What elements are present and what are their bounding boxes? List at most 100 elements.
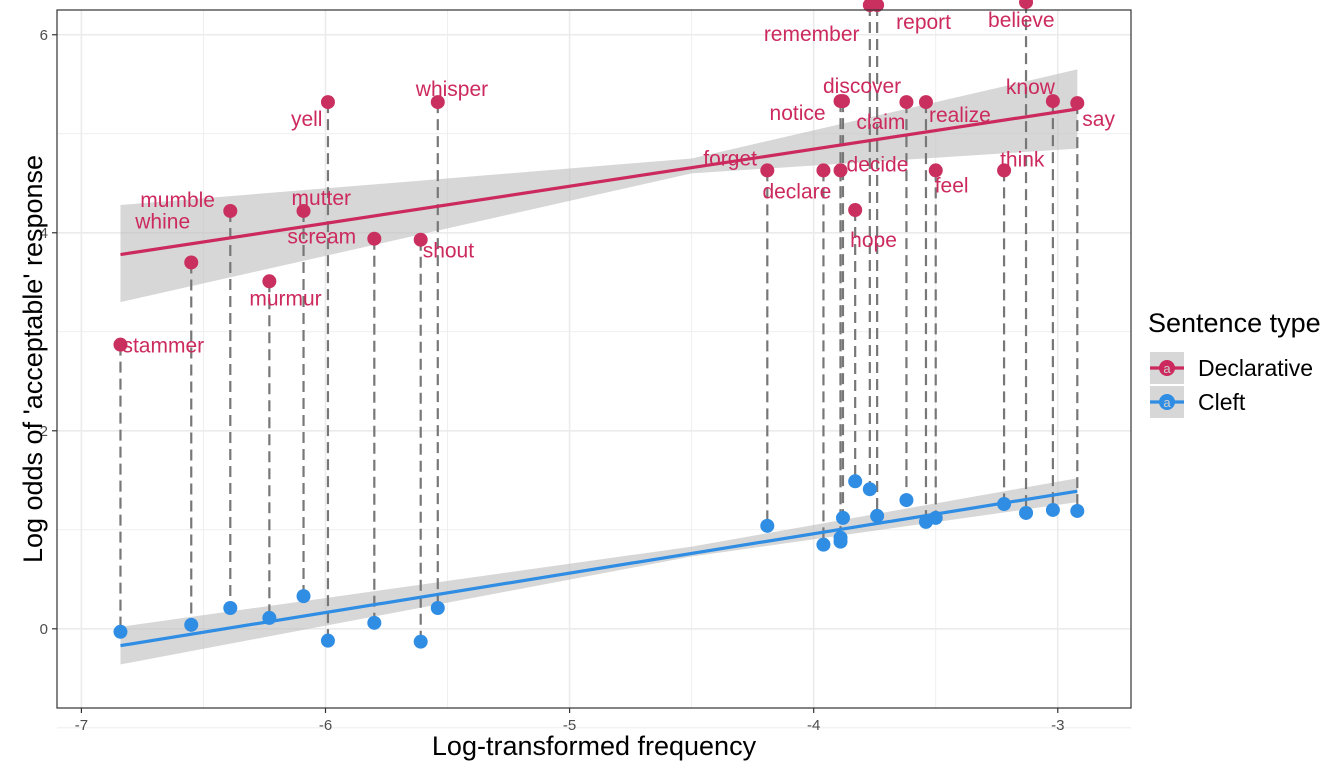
point-cleft-whine	[184, 617, 199, 632]
y-tick-label: 2	[40, 423, 48, 440]
point-declarative-say	[1070, 96, 1085, 111]
point-cleft-murmur	[262, 610, 277, 625]
point-declarative-realize	[918, 95, 933, 110]
x-tick-label: -7	[75, 717, 88, 734]
point-cleft-feel	[928, 510, 943, 525]
point-declarative-feel	[928, 163, 943, 178]
x-tick-label: -4	[807, 717, 820, 734]
y-tick-label: 4	[40, 225, 48, 242]
word-label-report: report	[896, 11, 951, 34]
point-declarative-whisper	[430, 95, 445, 110]
word-label-decide: decide	[847, 153, 909, 176]
data-points	[113, 0, 1085, 649]
y-axis-title: Log odds of 'acceptable' response	[18, 155, 48, 563]
word-label-remember: remember	[764, 23, 860, 46]
word-label-whisper: whisper	[415, 78, 488, 101]
point-declarative-mutter	[296, 203, 311, 218]
word-label-say: say	[1082, 108, 1115, 131]
fit-line-declarative	[120, 107, 1078, 257]
point-cleft-scream	[367, 615, 382, 630]
point-cleft-shout	[413, 634, 428, 649]
point-declarative-yell	[320, 95, 335, 110]
word-label-realize: realize	[929, 104, 991, 127]
axis-ticks: -7 -6 -5 -4 -3 0 2 4 6	[40, 27, 1065, 734]
word-label-feel: feel	[935, 174, 969, 197]
word-label-mutter: mutter	[292, 187, 352, 210]
legend-label-cleft: Cleft	[1198, 389, 1246, 415]
legend-label-declarative: Declarative	[1198, 355, 1313, 381]
word-label-hope: hope	[850, 229, 897, 252]
legend-title: Sentence type	[1148, 308, 1321, 338]
point-cleft-say	[1070, 503, 1085, 518]
point-declarative-whine	[184, 255, 199, 270]
legend-key-point	[1159, 394, 1175, 410]
point-declarative-hope	[848, 202, 863, 217]
point-declarative-believe	[1019, 0, 1034, 10]
point-declarative-report	[870, 0, 885, 13]
point-cleft-forget	[760, 518, 775, 533]
word-label-discover: discover	[823, 75, 901, 98]
point-declarative-decide	[833, 163, 848, 178]
point-cleft-believe	[1019, 505, 1034, 520]
word-label-scream: scream	[287, 226, 356, 249]
panel-border	[56, 9, 1132, 709]
word-label-mumble: mumble	[140, 189, 215, 212]
x-axis-title: Log-transformed frequency	[432, 731, 757, 761]
point-declarative-discover	[835, 94, 850, 109]
word-label-shout: shout	[423, 240, 475, 263]
x-tick-label: -3	[1051, 717, 1064, 734]
point-cleft-think	[997, 497, 1012, 512]
word-label-claim: claim	[856, 111, 905, 134]
point-cleft-whisper	[430, 601, 445, 616]
point-declarative-scream	[367, 231, 382, 246]
word-label-forget: forget	[703, 147, 757, 170]
fit-lines	[120, 107, 1078, 648]
point-cleft-yell	[320, 633, 335, 648]
point-declarative-think	[997, 163, 1012, 178]
point-cleft-decide	[833, 534, 848, 549]
confidence-bands	[120, 69, 1078, 665]
word-label-stammer: stammer	[122, 335, 204, 358]
word-label-think: think	[1000, 148, 1045, 171]
word-label-declare: declare	[762, 180, 831, 203]
point-declarative-declare	[816, 163, 831, 178]
grid-lines	[57, 10, 1131, 729]
x-tick-label: -5	[563, 717, 576, 734]
point-cleft-declare	[816, 537, 831, 552]
legend: Sentence type a Declarative a Cleft	[1148, 308, 1321, 418]
point-cleft-discover	[835, 510, 850, 525]
confidence-band-cleft	[120, 478, 1078, 665]
point-cleft-know	[1045, 502, 1060, 517]
y-tick-label: 0	[40, 621, 48, 638]
word-label-whine: whine	[134, 210, 190, 233]
point-declarative-know	[1045, 94, 1060, 109]
point-declarative-forget	[760, 163, 775, 178]
legend-key-glyph: a	[1163, 395, 1171, 410]
y-tick-label: 6	[40, 27, 48, 44]
legend-key-glyph: a	[1163, 361, 1171, 376]
connector-lines	[119, 2, 1079, 642]
point-declarative-shout	[413, 232, 428, 247]
word-label-know: know	[1006, 76, 1056, 99]
point-declarative-murmur	[262, 274, 277, 289]
point-cleft-report	[870, 508, 885, 523]
word-label-notice: notice	[770, 102, 826, 125]
point-declarative-claim	[899, 95, 914, 110]
legend-items: a Declarative a Cleft	[1150, 352, 1313, 418]
fit-line-cleft	[120, 489, 1078, 648]
point-declarative-mumble	[223, 203, 238, 218]
point-cleft-hope	[848, 474, 863, 489]
point-cleft-mumble	[223, 601, 238, 616]
point-cleft-remember	[862, 482, 877, 497]
point-declarative-stammer	[113, 337, 128, 352]
word-label-yell: yell	[291, 108, 323, 131]
point-cleft-stammer	[113, 624, 128, 639]
x-tick-label: -6	[319, 717, 332, 734]
confidence-band-declarative	[120, 69, 1078, 303]
point-cleft-claim	[899, 493, 914, 508]
word-label-believe: believe	[988, 9, 1055, 32]
word-label-murmur: murmur	[249, 287, 321, 310]
point-cleft-mutter	[296, 589, 311, 604]
